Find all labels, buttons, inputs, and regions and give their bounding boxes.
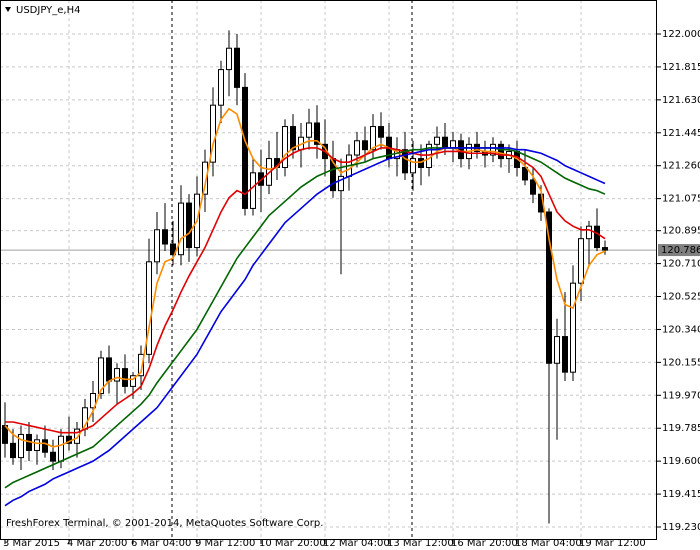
candle-body bbox=[50, 451, 56, 462]
candle-body bbox=[250, 172, 256, 209]
y-tick-label: 121.260 bbox=[662, 161, 700, 172]
y-tick-label: 119.415 bbox=[662, 489, 700, 500]
x-tick-label: 12 Mar 04:00 bbox=[323, 538, 390, 549]
candle-body bbox=[450, 140, 456, 149]
candle-body bbox=[242, 86, 248, 209]
candle-body bbox=[354, 140, 360, 156]
y-tick-label: 120.710 bbox=[662, 259, 700, 270]
y-tick-label: 119.785 bbox=[662, 423, 700, 434]
candle-body bbox=[586, 225, 592, 240]
y-tick-label: 120.525 bbox=[662, 292, 700, 303]
y-tick-label: 121.630 bbox=[662, 95, 700, 106]
candle-body bbox=[442, 136, 448, 149]
y-tick-label: 121.445 bbox=[662, 128, 700, 139]
menu-triangle bbox=[5, 7, 11, 12]
moving-average bbox=[4, 107, 606, 448]
candle-body bbox=[418, 158, 424, 168]
candle-body bbox=[458, 140, 464, 160]
candle-body bbox=[578, 238, 584, 284]
y-tick-label: 122.000 bbox=[662, 29, 700, 40]
candle-body bbox=[122, 368, 128, 387]
candle-body bbox=[562, 336, 568, 373]
candle-body bbox=[282, 126, 288, 168]
candle-body bbox=[338, 175, 344, 192]
moving-average bbox=[4, 147, 606, 489]
y-tick-label: 121.815 bbox=[662, 62, 700, 73]
candle-body bbox=[210, 104, 216, 163]
candle-body bbox=[18, 433, 24, 459]
x-tick-label: 4 Mar 20:00 bbox=[67, 538, 127, 549]
candle-body bbox=[146, 261, 152, 355]
candle-body bbox=[378, 126, 384, 138]
candle-body bbox=[34, 439, 40, 451]
candle-body bbox=[10, 442, 16, 459]
y-tick-label: 120.895 bbox=[662, 226, 700, 237]
x-tick-label: 6 Mar 04:00 bbox=[131, 538, 191, 549]
candle-body bbox=[106, 357, 112, 382]
candle-body bbox=[186, 202, 192, 249]
candle-body bbox=[218, 69, 224, 106]
x-tick-label: 18 Mar 04:00 bbox=[515, 538, 582, 549]
x-tick-label: 3 Mar 2015 bbox=[3, 538, 60, 549]
candle-body bbox=[98, 357, 104, 395]
candle-body bbox=[530, 179, 536, 195]
x-tick-label: 9 Mar 12:00 bbox=[195, 538, 255, 549]
candle-body bbox=[546, 211, 552, 364]
plot bbox=[0, 0, 657, 540]
moving-average bbox=[4, 147, 606, 507]
candle-body bbox=[498, 143, 504, 160]
y-tick-label: 119.600 bbox=[662, 456, 700, 467]
x-tick-label: 13 Mar 12:00 bbox=[387, 538, 454, 549]
y-tick-label: 119.970 bbox=[662, 390, 700, 401]
candle-body bbox=[130, 375, 136, 387]
candle-body bbox=[410, 158, 416, 174]
x-tick-label: 16 Mar 20:00 bbox=[451, 538, 518, 549]
candle-body bbox=[402, 149, 408, 174]
copyright: FreshForex Terminal, © 2001-2014, MetaQu… bbox=[6, 518, 323, 529]
candle-body bbox=[234, 47, 240, 88]
candle-body bbox=[226, 47, 232, 71]
last-price-box bbox=[658, 244, 700, 257]
candle-body bbox=[490, 143, 496, 156]
candle-body bbox=[522, 166, 528, 181]
y-tick-label: 120.155 bbox=[662, 357, 700, 368]
candle-body bbox=[202, 161, 208, 195]
candle-body bbox=[114, 368, 120, 382]
x-tick-label: 10 Mar 20:00 bbox=[259, 538, 326, 549]
candle-body bbox=[602, 247, 608, 251]
candle-body bbox=[362, 140, 368, 151]
x-tick-label: 19 Mar 12:00 bbox=[579, 538, 646, 549]
plot-frame bbox=[0, 0, 657, 540]
candle-body bbox=[594, 225, 600, 249]
candle-body bbox=[138, 353, 144, 377]
candle-body bbox=[42, 439, 48, 453]
candle-body bbox=[178, 202, 184, 256]
y-tick-label: 120.340 bbox=[662, 324, 700, 335]
chart-title: USDJPY_e,H4 bbox=[16, 5, 80, 16]
y-tick-label: 119.230 bbox=[662, 522, 700, 533]
candle-body bbox=[162, 229, 168, 245]
candle-body bbox=[170, 243, 176, 256]
candle-body bbox=[58, 435, 64, 462]
candle-body bbox=[314, 122, 320, 145]
candle-body bbox=[554, 336, 560, 364]
moving-average bbox=[5, 147, 606, 434]
candle-body bbox=[434, 136, 440, 145]
y-tick-label: 121.075 bbox=[662, 194, 700, 205]
candle-body bbox=[306, 122, 312, 138]
candle-body bbox=[154, 229, 160, 263]
candle-body bbox=[570, 282, 576, 373]
candle-body bbox=[290, 126, 296, 151]
candle-body bbox=[90, 393, 96, 409]
last-price-label: 120.786 bbox=[661, 245, 700, 256]
candle-body bbox=[74, 428, 80, 444]
candle-body bbox=[370, 126, 376, 151]
